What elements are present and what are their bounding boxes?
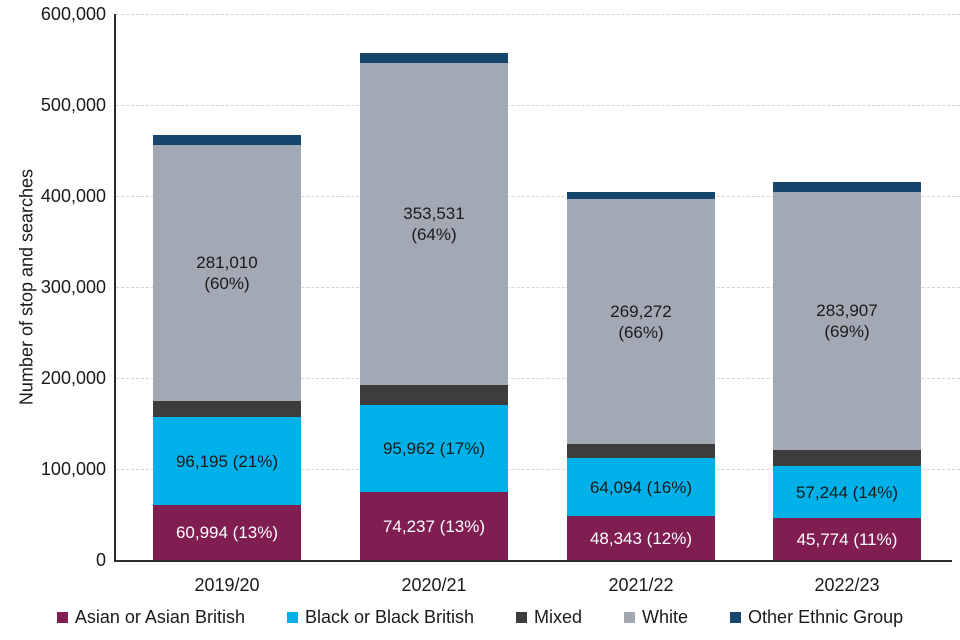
legend-item: Mixed <box>516 607 582 628</box>
x-axis-category-label: 2021/22 <box>608 575 674 595</box>
bar-segment-mixed <box>360 385 508 405</box>
legend-label: Other Ethnic Group <box>748 606 904 627</box>
data-label: 281,010 (60%) <box>196 253 258 293</box>
bar-segment-other-ethnic-group <box>360 53 508 63</box>
gridline <box>116 196 960 197</box>
data-label: 353,531 (64%) <box>403 204 465 244</box>
y-axis-line <box>114 14 116 562</box>
data-label: 60,994 (13%) <box>175 522 279 542</box>
legend-label: Asian or Asian British <box>74 606 245 627</box>
x-axis-category-label: 2022/23 <box>814 575 880 595</box>
y-axis-tick-label: 400,000 <box>40 186 106 206</box>
y-axis-tick-label: 300,000 <box>40 277 106 297</box>
y-axis-tick-label: 600,000 <box>40 4 106 24</box>
bar-segment-white: 283,907 (69%) <box>773 192 921 450</box>
legend-swatch <box>286 611 298 623</box>
gridline <box>116 14 960 15</box>
bar-segment-black-or-black-british: 64,094 (16%) <box>567 458 715 516</box>
bar-segment-black-or-black-british: 96,195 (21%) <box>153 417 301 505</box>
legend-swatch <box>730 611 742 623</box>
bar-segment-asian-or-asian-british: 60,994 (13%) <box>153 504 301 560</box>
data-label: 45,774 (11%) <box>796 529 898 549</box>
bar-segment-mixed <box>773 450 921 466</box>
bar-segment-asian-or-asian-british: 48,343 (12%) <box>567 516 715 560</box>
legend: Asian or Asian British Black or Black Bri… <box>0 604 960 630</box>
y-axis-tick-label: 200,000 <box>40 368 106 388</box>
legend-label: Black or Black British <box>304 606 475 627</box>
y-axis-tick-label: 0 <box>95 550 106 570</box>
legend-item: Asian or Asian British <box>56 606 245 628</box>
bar-segment-white: 353,531 (64%) <box>360 63 508 385</box>
y-axis-tick-label: 500,000 <box>40 95 106 115</box>
bar-segment-mixed <box>153 401 301 417</box>
legend-label: White <box>642 606 689 627</box>
bar-segment-white: 269,272 (66%) <box>567 199 715 444</box>
legend-label: Mixed <box>534 606 583 627</box>
data-label: 64,094 (16%) <box>589 477 693 497</box>
legend-swatch <box>516 611 528 623</box>
data-label: 96,195 (21%) <box>175 451 279 471</box>
data-label: 57,244 (14%) <box>795 482 899 502</box>
data-label: 95,962 (17%) <box>382 439 486 458</box>
bar-segment-black-or-black-british: 95,962 (17%) <box>360 405 508 492</box>
gridline <box>116 469 960 470</box>
data-label: 269,272 (66%) <box>610 301 672 342</box>
data-label: 283,907 (69%) <box>816 301 878 341</box>
legend-item: Black or Black British <box>286 606 475 628</box>
bar-segment-white: 281,010 (60%) <box>153 145 301 401</box>
bar-segment-other-ethnic-group <box>773 182 921 192</box>
x-axis-line <box>114 560 952 562</box>
legend-item: White <box>624 607 688 628</box>
gridline <box>116 378 960 379</box>
data-label: 48,343 (12%) <box>589 528 693 548</box>
legend-swatch <box>56 611 68 623</box>
bar-segment-asian-or-asian-british: 45,774 (11%) <box>773 518 921 560</box>
bar-segment-black-or-black-british: 57,244 (14%) <box>773 466 921 518</box>
gridline <box>116 287 960 288</box>
y-axis-tick-label: 100,000 <box>40 459 106 479</box>
legend-item: Other Ethnic Group <box>730 607 903 628</box>
legend-swatch <box>624 611 636 623</box>
bar-segment-other-ethnic-group <box>567 192 715 199</box>
x-axis-category-label: 2020/21 <box>401 575 467 595</box>
bar-segment-asian-or-asian-british: 74,237 (13%) <box>360 492 508 560</box>
x-axis-category-label: 2019/20 <box>194 575 260 595</box>
gridline <box>116 105 960 106</box>
data-label: 74,237 (13%) <box>382 516 486 536</box>
bar-segment-mixed <box>567 444 715 458</box>
bar-segment-other-ethnic-group <box>153 135 301 145</box>
